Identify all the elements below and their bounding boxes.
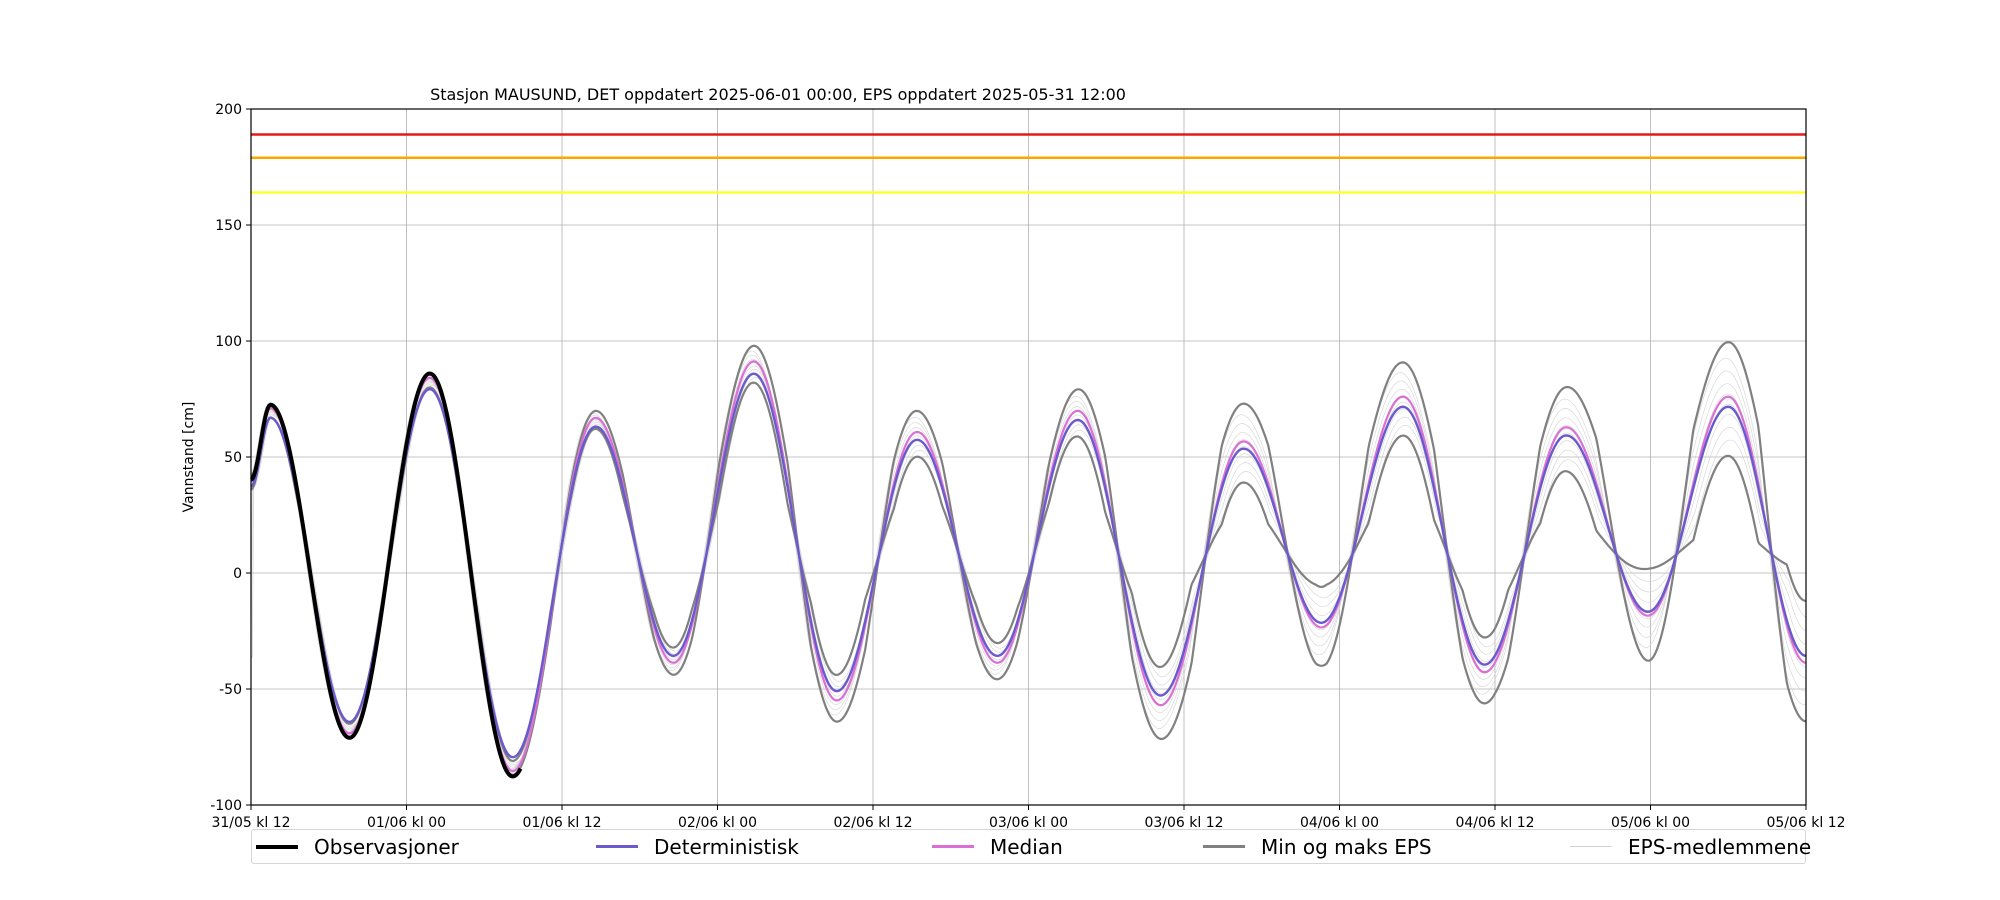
grid-lines bbox=[250, 108, 1807, 806]
x-tick-label: 31/05 kl 12 bbox=[211, 815, 290, 831]
y-axis-label: Vannstand [cm] bbox=[181, 402, 197, 513]
legend-swatch bbox=[256, 844, 298, 849]
legend-label: Deterministisk bbox=[654, 834, 799, 859]
legend-swatch bbox=[1203, 845, 1245, 848]
y-tick-label: 100 bbox=[215, 334, 242, 350]
threshold-lines bbox=[251, 133, 1806, 194]
legend-label: EPS-medlemmene bbox=[1628, 834, 1812, 859]
chart-title: Stasjon MAUSUND, DET oppdatert 2025-06-0… bbox=[430, 85, 1126, 104]
y-tick-label: 200 bbox=[215, 102, 242, 118]
legend-label: Min og maks EPS bbox=[1261, 834, 1432, 859]
legend-item: Median bbox=[932, 830, 1063, 863]
x-tick-label: 04/06 kl 12 bbox=[1455, 815, 1534, 831]
legend-item: Deterministisk bbox=[596, 830, 799, 863]
legend: Observasjoner Deterministisk Median Min og … bbox=[251, 829, 1811, 864]
x-tick-label: 05/06 kl 12 bbox=[1766, 815, 1845, 831]
y-tick-labels: -100 -50 0 50 100 150 200 bbox=[210, 102, 251, 814]
legend-label: Observasjoner bbox=[314, 834, 459, 859]
y-tick-label: 150 bbox=[215, 218, 242, 234]
x-tick-label: 03/06 kl 00 bbox=[989, 815, 1068, 831]
x-tick-label: 02/06 kl 12 bbox=[833, 815, 912, 831]
x-tick-label: 01/06 kl 12 bbox=[522, 815, 601, 831]
deterministic-line bbox=[250, 372, 1807, 759]
legend-item: Min og maks EPS bbox=[1203, 830, 1432, 863]
y-tick-label: -50 bbox=[219, 682, 242, 698]
observations-line bbox=[249, 371, 523, 779]
x-tick-label: 03/06 kl 12 bbox=[1144, 815, 1223, 831]
y-tick-label: 0 bbox=[233, 566, 242, 582]
legend-label: Median bbox=[990, 834, 1063, 859]
legend-swatch bbox=[596, 845, 638, 848]
y-tick-label: -100 bbox=[210, 798, 242, 814]
legend-swatch bbox=[1570, 846, 1612, 847]
legend-item: EPS-medlemmene bbox=[1570, 830, 1811, 863]
x-tick-label: 02/06 kl 00 bbox=[678, 815, 757, 831]
x-tick-label: 04/06 kl 00 bbox=[1300, 815, 1379, 831]
x-tick-label: 05/06 kl 00 bbox=[1611, 815, 1690, 831]
legend-item: Observasjoner bbox=[256, 830, 459, 863]
y-tick-label: 50 bbox=[224, 450, 242, 466]
legend-swatch bbox=[932, 845, 974, 848]
x-tick-label: 01/06 kl 00 bbox=[367, 815, 446, 831]
series-lines bbox=[249, 341, 1807, 779]
x-tick-labels: 31/05 kl 12 01/06 kl 00 01/06 kl 12 02/06 k… bbox=[211, 805, 1846, 831]
